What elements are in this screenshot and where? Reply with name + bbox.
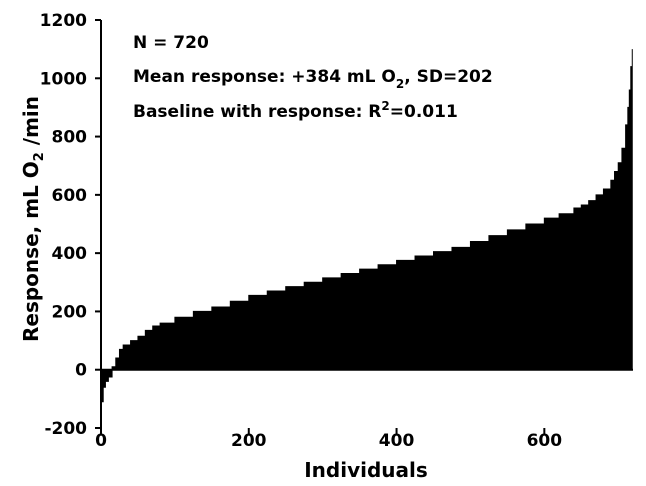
x-axis-title: Individuals	[304, 458, 428, 482]
x-tick-label: 600	[527, 431, 563, 451]
y-tick-label: 1200	[40, 11, 87, 31]
annotation-line: N = 720	[133, 33, 209, 53]
y-tick-label: 600	[52, 186, 88, 206]
y-tick-label: 0	[75, 361, 87, 381]
annotations: N = 720 Mean response: +384 mL O2, SD=202…	[133, 33, 493, 122]
y-axis-title: Response, mL O2 /min	[19, 96, 47, 342]
x-tick-label: 400	[379, 431, 415, 451]
annotation-line: Baseline with response: R2=0.011	[133, 99, 458, 122]
y-tick-label: 1000	[40, 69, 87, 89]
y-tick-label: 200	[52, 302, 88, 322]
y-tick-label: -200	[44, 419, 87, 439]
y-axis-ticks: -200 0 200 400 600 800 1000 1200	[40, 11, 101, 439]
y-tick-label: 800	[52, 128, 88, 148]
annotation-line: Mean response: +384 mL O2, SD=202	[133, 67, 493, 91]
x-tick-label: 0	[95, 431, 107, 451]
x-tick-label: 200	[231, 431, 267, 451]
x-axis-ticks: 0 200 400 600	[95, 428, 562, 451]
y-tick-label: 400	[52, 244, 88, 264]
plot-area	[100, 49, 633, 403]
response-area	[100, 49, 633, 403]
